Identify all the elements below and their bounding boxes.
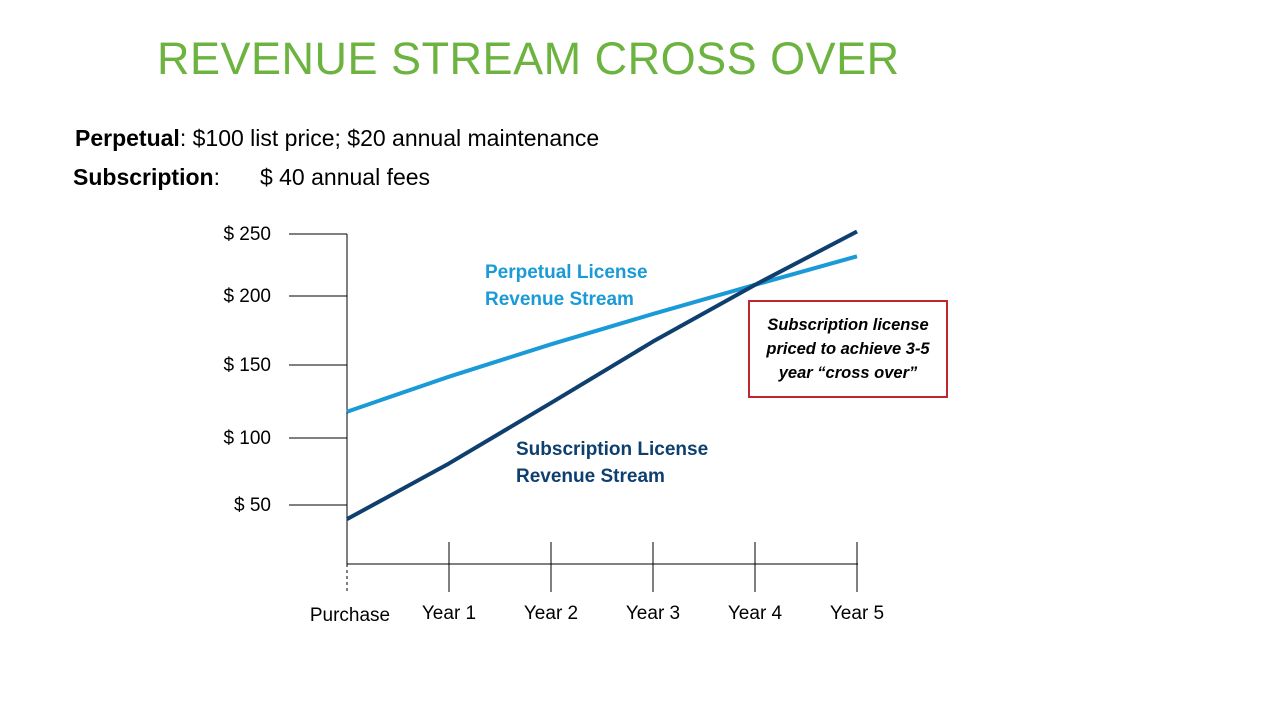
x-tick-label: Purchase [310, 605, 390, 626]
y-tick-label: $ 250 [223, 224, 271, 245]
subscription-colon: : [213, 164, 220, 190]
series-line-subscription [346, 229, 858, 521]
x-tick-label: Year 4 [728, 603, 783, 624]
perpetual-label: Perpetual [75, 125, 180, 151]
series-label-perpetual: Revenue Stream [485, 289, 634, 310]
subscription-pricing-text: $ 40 annual fees [259, 164, 431, 190]
slide-title: REVENUE STREAM CROSS OVER [157, 33, 900, 84]
x-tick-label: Year 1 [422, 603, 476, 624]
crossover-callout-text: Subscription license priced to achieve 3… [766, 316, 930, 382]
y-tick-label: $ 200 [223, 286, 271, 307]
x-tick-label: Year 2 [524, 603, 578, 624]
series-line-perpetual [346, 254, 858, 414]
perpetual-pricing-line: Perpetual: $100 list price; $20 annual m… [75, 125, 599, 152]
perpetual-pricing-text: : $100 list price; $20 annual maintenanc… [179, 125, 600, 151]
y-tick-label: $ 50 [234, 495, 271, 516]
series-label-perpetual: Perpetual License [485, 262, 648, 283]
subscription-label: Subscription [73, 164, 214, 190]
series-label-subscription: Subscription License [516, 439, 708, 460]
y-tick-label: $ 150 [223, 355, 271, 376]
series-label-subscription: Revenue Stream [516, 466, 665, 487]
x-tick-label: Year 3 [626, 603, 680, 624]
x-tick-label: Year 5 [830, 603, 884, 624]
subscription-pricing-line: Subscription: $ 40 annual fees [73, 164, 430, 191]
crossover-callout-box: Subscription license priced to achieve 3… [748, 300, 948, 398]
y-tick-label: $ 100 [223, 428, 271, 449]
